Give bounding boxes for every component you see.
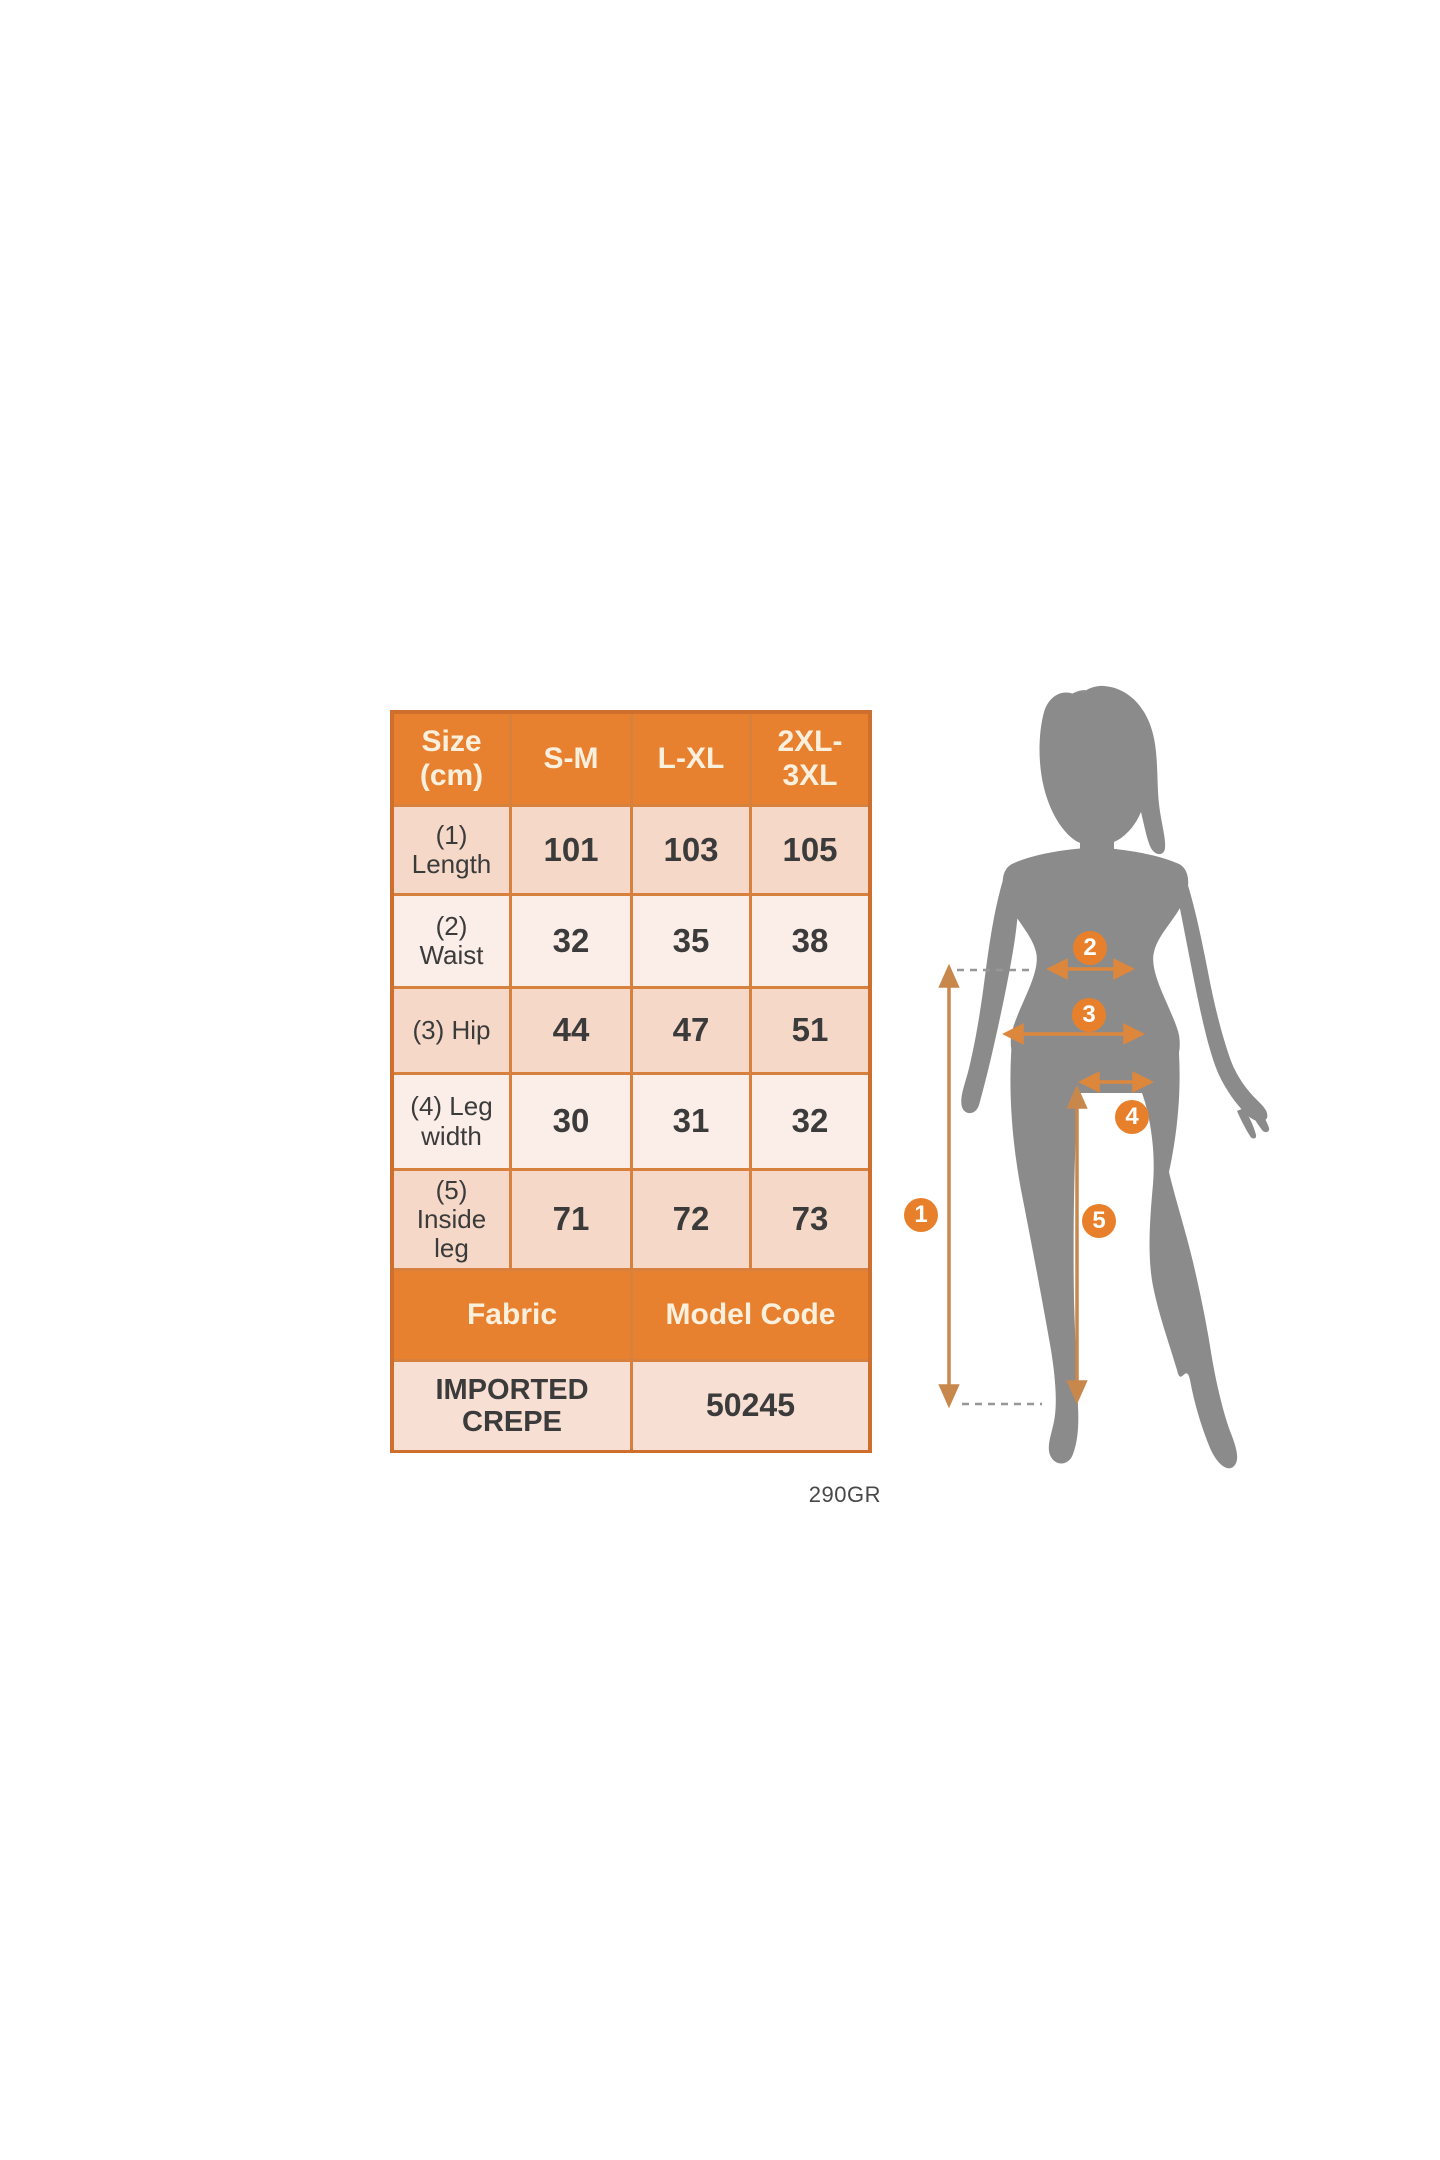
value-waist-2xl3xl: 38: [752, 896, 868, 986]
value-hip-lxl: 47: [633, 989, 749, 1072]
header-size-cm: Size (cm): [394, 714, 509, 804]
annotation-circle-4: 4: [1115, 1100, 1149, 1134]
value-inside-leg-2xl3xl: 73: [752, 1171, 868, 1268]
value-hip-2xl3xl: 51: [752, 989, 868, 1072]
value-waist-sm: 32: [512, 896, 630, 986]
annotation-circle-1: 1: [904, 1198, 938, 1232]
row-label-leg-width: (4) Leg width: [394, 1075, 509, 1168]
value-waist-lxl: 35: [633, 896, 749, 986]
size-table: Size (cm) S-M L-XL 2XL-3XL (1) Length 10…: [390, 710, 872, 1453]
value-length-sm: 101: [512, 807, 630, 893]
header-col-sm: S-M: [512, 714, 630, 804]
header-col-2xl3xl: 2XL-3XL: [752, 714, 868, 804]
value-leg-width-2xl3xl: 32: [752, 1075, 868, 1168]
row-label-inside-leg: (5) Inside leg: [394, 1171, 509, 1268]
row-label-waist: (2) Waist: [394, 896, 509, 986]
weight-note: 290GR: [808, 1482, 881, 1507]
value-inside-leg-sm: 71: [512, 1171, 630, 1268]
value-length-2xl3xl: 105: [752, 807, 868, 893]
measurement-figure: 1 2 3 4 5: [900, 640, 1300, 1510]
value-leg-width-lxl: 31: [633, 1075, 749, 1168]
header-col-lxl: L-XL: [633, 714, 749, 804]
footer-header-model-code: Model Code: [633, 1271, 868, 1359]
footer-model-code-value: 50245: [633, 1362, 868, 1450]
footer-header-fabric: Fabric: [394, 1271, 630, 1359]
value-inside-leg-lxl: 72: [633, 1171, 749, 1268]
annotation-circle-3: 3: [1072, 998, 1106, 1032]
value-leg-width-sm: 30: [512, 1075, 630, 1168]
annotation-circle-5: 5: [1082, 1204, 1116, 1238]
footer-fabric-value: IMPORTED CREPE: [394, 1362, 630, 1450]
row-label-length: (1) Length: [394, 807, 509, 893]
row-label-hip: (3) Hip: [394, 989, 509, 1072]
annotation-circle-2: 2: [1073, 931, 1107, 965]
value-hip-sm: 44: [512, 989, 630, 1072]
value-length-lxl: 103: [633, 807, 749, 893]
female-silhouette: [938, 685, 1270, 1469]
